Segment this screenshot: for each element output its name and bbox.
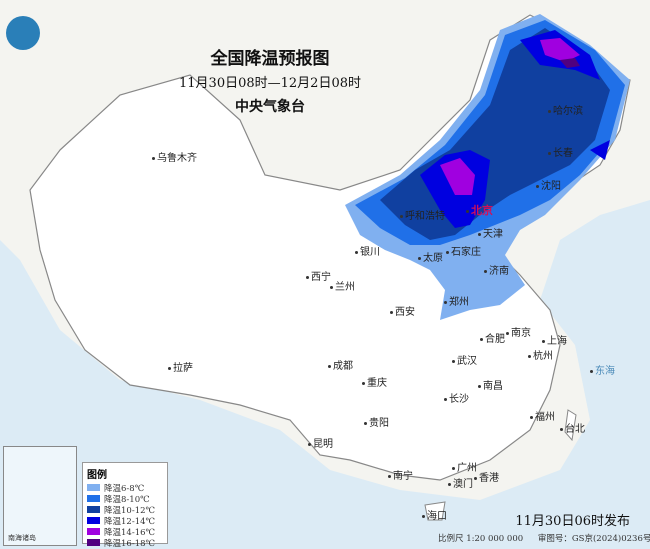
city-label: 兰州 [330,278,355,293]
city-label: 西宁 [306,268,331,283]
city-label: 南京 [506,324,531,339]
city-label: 太原 [418,249,443,264]
legend-swatch [87,517,100,524]
city-label: 台北 [560,420,585,435]
city-label: 福州 [530,408,555,423]
legend-swatch [87,539,100,546]
city-label: 上海 [542,332,567,347]
legend-title: 图例 [87,470,107,481]
city-label: 澳门 [448,475,473,490]
legend-label: 降温12-14℃ [104,516,156,527]
issue-time: 11月30日06时发布 [515,514,630,529]
city-label: 乌鲁木齐 [152,149,197,164]
city-label: 贵阳 [364,414,389,429]
legend-swatch [87,528,100,535]
legend-item: 降温14-16℃ [87,526,163,538]
city-label: 成都 [328,357,353,372]
legend-label: 降温14-16℃ [104,527,156,538]
city-label: 拉萨 [168,359,193,374]
city-label: 银川 [355,243,380,258]
city-label: 长沙 [444,390,469,405]
legend-label: 降温6-8℃ [104,483,145,494]
city-label: 南昌 [478,377,503,392]
city-label: 西安 [390,303,415,318]
review-number: 审图号：GS京(2024)0236号 [537,534,650,544]
city-label: 杭州 [528,347,553,362]
legend-item: 降温12-14℃ [87,515,163,527]
cooling-zone-16-18 [560,58,580,68]
legend: 图例 降温6-8℃ 降温8-10℃ 降温10-12℃ 降温12-14℃ 降温14… [82,462,168,549]
legend-item: 降温10-12℃ [87,504,163,516]
forecast-period: 11月30日08时—12月2日08时 [179,76,361,91]
city-label: 长春 [548,144,573,159]
issuer: 中央气象台 [235,99,305,115]
legend-swatch [87,495,100,502]
city-label: 武汉 [452,352,477,367]
legend-swatch [87,506,100,513]
city-label: 香港 [474,469,499,484]
city-label: 昆明 [308,435,333,450]
footer: 比例尺 1:20 000 000 审图号：GS京(2024)0236号 [438,532,650,544]
city-label: 天津 [478,225,503,240]
city-label: 重庆 [362,374,387,389]
legend-item: 降温16-18℃ [87,537,163,549]
city-label: 海口 [422,507,447,522]
city-label: 郑州 [444,293,469,308]
legend-label: 降温16-18℃ [104,538,156,549]
city-label: 南宁 [388,467,413,482]
legend-item: 降温8-10℃ [87,493,163,505]
legend-label: 降温10-12℃ [104,505,156,516]
city-label: 哈尔滨 [548,102,583,117]
city-label: 呼和浩特 [400,207,445,222]
city-label: 济南 [484,262,509,277]
scale-text: 比例尺 1:20 000 000 [438,534,524,544]
city-label: 沈阳 [536,177,561,192]
sea-label: 东海 [590,362,615,377]
city-label: 广州 [452,459,477,474]
legend-label: 降温8-10℃ [104,494,150,505]
cooling-zone-14-16 [440,38,580,195]
legend-item: 降温6-8℃ [87,482,163,494]
city-label: 石家庄 [446,243,481,258]
inset-label: 南海诸岛 [8,534,36,542]
legend-swatch [87,484,100,491]
map-title: 全国降温预报图 [210,49,330,69]
south-china-sea-inset: 南海诸岛 [3,446,77,546]
capital-label: 北京 [466,202,493,218]
city-label: 合肥 [480,330,505,345]
cma-logo-icon [6,16,40,50]
